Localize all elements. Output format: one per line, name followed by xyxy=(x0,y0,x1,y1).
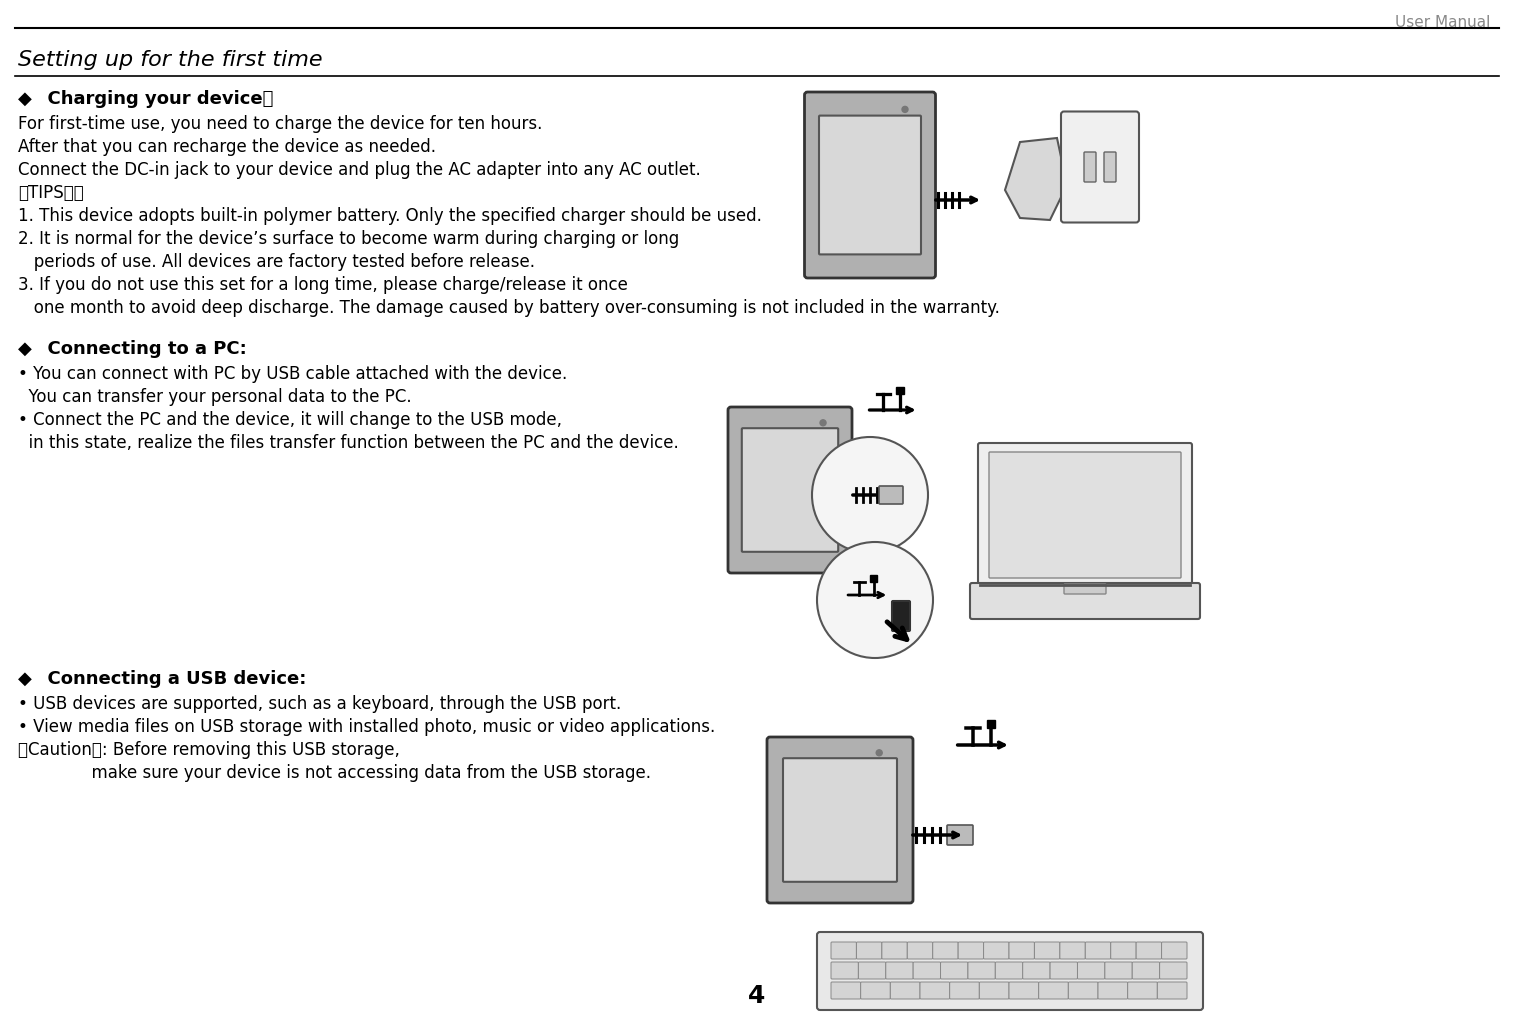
Text: Connecting to a PC:: Connecting to a PC: xyxy=(35,340,247,358)
FancyBboxPatch shape xyxy=(1104,152,1116,182)
Circle shape xyxy=(877,750,883,756)
FancyBboxPatch shape xyxy=(1022,962,1051,979)
FancyBboxPatch shape xyxy=(995,962,1022,979)
FancyBboxPatch shape xyxy=(804,92,936,278)
Text: • USB devices are supported, such as a keyboard, through the USB port.: • USB devices are supported, such as a k… xyxy=(18,695,621,713)
FancyBboxPatch shape xyxy=(946,825,974,845)
FancyBboxPatch shape xyxy=(728,407,852,573)
Text: After that you can recharge the device as needed.: After that you can recharge the device a… xyxy=(18,139,436,156)
FancyBboxPatch shape xyxy=(1008,982,1039,999)
Circle shape xyxy=(821,420,827,426)
FancyBboxPatch shape xyxy=(1160,962,1187,979)
FancyBboxPatch shape xyxy=(1105,962,1132,979)
FancyBboxPatch shape xyxy=(967,962,995,979)
FancyBboxPatch shape xyxy=(880,486,902,504)
FancyBboxPatch shape xyxy=(940,962,967,979)
Text: ◆: ◆ xyxy=(18,90,32,108)
FancyBboxPatch shape xyxy=(1034,942,1060,959)
FancyBboxPatch shape xyxy=(1039,982,1069,999)
Circle shape xyxy=(902,107,908,113)
FancyBboxPatch shape xyxy=(1098,982,1128,999)
Text: • Connect the PC and the device, it will change to the USB mode,: • Connect the PC and the device, it will… xyxy=(18,411,562,429)
FancyBboxPatch shape xyxy=(1051,962,1078,979)
Text: 3. If you do not use this set for a long time, please charge/release it once: 3. If you do not use this set for a long… xyxy=(18,276,628,294)
FancyBboxPatch shape xyxy=(857,942,881,959)
FancyBboxPatch shape xyxy=(783,758,896,881)
FancyBboxPatch shape xyxy=(984,942,1008,959)
FancyBboxPatch shape xyxy=(742,428,839,552)
Text: 2. It is normal for the device’s surface to become warm during charging or long: 2. It is normal for the device’s surface… xyxy=(18,230,680,248)
Text: 【TIPS】：: 【TIPS】： xyxy=(18,184,83,202)
FancyBboxPatch shape xyxy=(949,982,980,999)
FancyBboxPatch shape xyxy=(1136,942,1161,959)
FancyBboxPatch shape xyxy=(1008,942,1034,959)
FancyBboxPatch shape xyxy=(1111,942,1136,959)
FancyBboxPatch shape xyxy=(913,962,940,979)
FancyBboxPatch shape xyxy=(989,452,1181,578)
FancyBboxPatch shape xyxy=(886,962,913,979)
FancyBboxPatch shape xyxy=(1084,152,1096,182)
FancyBboxPatch shape xyxy=(818,932,1204,1010)
Circle shape xyxy=(818,542,933,658)
FancyBboxPatch shape xyxy=(831,942,857,959)
Text: User Manual: User Manual xyxy=(1394,15,1490,30)
Text: Connecting a USB device:: Connecting a USB device: xyxy=(35,670,306,688)
Text: make sure your device is not accessing data from the USB storage.: make sure your device is not accessing d… xyxy=(18,764,651,782)
FancyBboxPatch shape xyxy=(890,982,921,999)
Text: Connect the DC-in jack to your device and plug the AC adapter into any AC outlet: Connect the DC-in jack to your device an… xyxy=(18,161,701,179)
Text: in this state, realize the files transfer function between the PC and the device: in this state, realize the files transfe… xyxy=(18,434,678,452)
FancyBboxPatch shape xyxy=(831,962,858,979)
Polygon shape xyxy=(1005,139,1067,220)
FancyBboxPatch shape xyxy=(1078,962,1105,979)
Text: periods of use. All devices are factory tested before release.: periods of use. All devices are factory … xyxy=(18,253,534,271)
FancyBboxPatch shape xyxy=(933,942,958,959)
FancyBboxPatch shape xyxy=(1128,982,1157,999)
FancyBboxPatch shape xyxy=(768,737,913,903)
FancyBboxPatch shape xyxy=(978,443,1192,587)
Bar xyxy=(871,576,877,582)
FancyBboxPatch shape xyxy=(1132,962,1160,979)
Text: Charging your device：: Charging your device： xyxy=(35,90,274,108)
Text: ◆: ◆ xyxy=(18,670,32,688)
Bar xyxy=(896,387,904,394)
FancyBboxPatch shape xyxy=(1061,112,1139,223)
FancyBboxPatch shape xyxy=(907,942,933,959)
Text: 【Caution】: Before removing this USB storage,: 【Caution】: Before removing this USB stor… xyxy=(18,741,400,759)
FancyBboxPatch shape xyxy=(970,583,1201,619)
FancyBboxPatch shape xyxy=(980,982,1008,999)
FancyBboxPatch shape xyxy=(1060,942,1086,959)
FancyBboxPatch shape xyxy=(1069,982,1098,999)
Text: You can transfer your personal data to the PC.: You can transfer your personal data to t… xyxy=(18,388,412,406)
Text: Setting up for the first time: Setting up for the first time xyxy=(18,50,322,70)
Text: • You can connect with PC by USB cable attached with the device.: • You can connect with PC by USB cable a… xyxy=(18,365,568,383)
Text: 4: 4 xyxy=(748,984,766,1008)
FancyBboxPatch shape xyxy=(858,962,886,979)
Text: ◆: ◆ xyxy=(18,340,32,358)
Text: one month to avoid deep discharge. The damage caused by battery over-consuming i: one month to avoid deep discharge. The d… xyxy=(18,299,999,317)
FancyBboxPatch shape xyxy=(1086,942,1111,959)
Circle shape xyxy=(812,437,928,553)
FancyBboxPatch shape xyxy=(1064,584,1107,594)
FancyBboxPatch shape xyxy=(860,982,890,999)
Text: • View media files on USB storage with installed photo, music or video applicati: • View media files on USB storage with i… xyxy=(18,718,715,736)
FancyBboxPatch shape xyxy=(881,942,907,959)
FancyBboxPatch shape xyxy=(819,116,921,254)
Bar xyxy=(987,720,995,728)
FancyBboxPatch shape xyxy=(892,601,910,631)
FancyBboxPatch shape xyxy=(1157,982,1187,999)
FancyBboxPatch shape xyxy=(921,982,949,999)
FancyBboxPatch shape xyxy=(831,982,860,999)
FancyBboxPatch shape xyxy=(1161,942,1187,959)
FancyBboxPatch shape xyxy=(958,942,984,959)
Text: 1. This device adopts built-in polymer battery. Only the specified charger shoul: 1. This device adopts built-in polymer b… xyxy=(18,207,762,225)
Text: For first-time use, you need to charge the device for ten hours.: For first-time use, you need to charge t… xyxy=(18,115,542,133)
